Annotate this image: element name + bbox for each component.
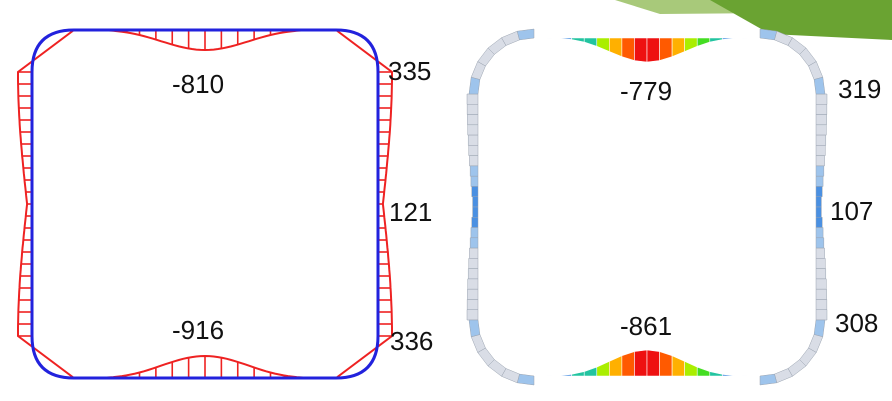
decorative-ribbon — [615, 0, 892, 40]
right-band-segment — [684, 37, 698, 52]
right-corner-segment — [759, 28, 778, 41]
right-top-corner-value: 319 — [838, 74, 881, 104]
right-band-segment — [815, 217, 823, 228]
right-band-segment — [696, 366, 711, 377]
right-band-segment — [815, 114, 827, 126]
right-corner-segment — [516, 28, 535, 41]
right-mid-side-value: 107 — [830, 196, 873, 226]
right-band-segment — [709, 371, 723, 377]
right-band-segment — [815, 165, 825, 177]
right-band-segment — [646, 37, 660, 63]
right-band-segment — [468, 258, 479, 269]
right-band-segment — [815, 175, 824, 187]
right-band-segment — [469, 247, 479, 259]
right-band-segment — [646, 349, 660, 377]
right-band-segment — [472, 206, 479, 218]
right-band-segment — [471, 217, 479, 228]
right-band-segment — [596, 360, 610, 377]
right-band-segment — [609, 37, 623, 58]
right-band-segment — [470, 175, 479, 187]
right-band-segment — [596, 37, 610, 52]
left-moment-hatching — [18, 30, 392, 378]
right-band-segment — [583, 37, 598, 47]
right-band-segment — [815, 186, 823, 197]
right-band-segment — [815, 258, 826, 269]
right-band-segment — [467, 268, 479, 280]
right-band-segment — [815, 299, 828, 310]
right-moment-diagram: -779 319 107 -861 308 — [466, 28, 881, 386]
right-band-segment — [469, 237, 479, 249]
right-band-segment — [467, 288, 479, 300]
right-band-segment — [815, 288, 827, 300]
right-band-segment — [571, 37, 585, 43]
right-contour-band — [466, 28, 828, 386]
right-band-segment — [671, 37, 685, 58]
right-band-segment — [467, 278, 479, 290]
right-band-segment — [815, 237, 825, 249]
right-band-segment — [469, 155, 479, 167]
left-top-corner-value: 335 — [388, 56, 431, 86]
right-band-segment — [466, 93, 479, 105]
right-band-segment — [634, 349, 648, 377]
right-bottom-center-value: -861 — [620, 311, 672, 341]
left-top-center-value: -810 — [172, 69, 224, 99]
left-bottom-center-value: -916 — [172, 315, 224, 345]
right-corner-segment — [759, 373, 778, 386]
ribbon-green-band — [710, 0, 892, 40]
right-band-segment — [466, 299, 479, 310]
right-corner-segment — [468, 319, 481, 338]
right-band-segment — [466, 309, 479, 321]
right-band-segment — [684, 360, 698, 377]
right-band-segment — [815, 93, 828, 105]
right-band-segment — [621, 37, 635, 61]
right-band-segment — [468, 145, 479, 156]
right-band-segment — [583, 366, 598, 377]
right-band-segment — [621, 351, 635, 377]
right-band-segment — [815, 134, 827, 146]
right-band-segment — [815, 124, 827, 136]
right-band-segment — [659, 37, 673, 61]
right-corner-segment — [813, 76, 826, 95]
right-band-segment — [634, 37, 648, 63]
right-band-segment — [659, 351, 673, 377]
right-bottom-corner-value: 308 — [835, 308, 878, 338]
right-band-segment — [815, 278, 827, 290]
right-corner-segment — [468, 76, 481, 95]
left-bottom-corner-value: 336 — [390, 326, 433, 356]
right-band-segment — [671, 355, 685, 377]
right-band-segment — [571, 371, 585, 377]
right-band-segment — [558, 37, 572, 40]
right-band-segment — [471, 186, 479, 197]
right-band-segment — [815, 227, 824, 239]
right-band-segment — [469, 165, 479, 177]
right-band-segment — [722, 374, 736, 377]
right-band-segment — [815, 145, 826, 156]
right-band-segment — [467, 124, 479, 136]
right-band-segment — [815, 247, 825, 259]
right-band-segment — [815, 309, 828, 321]
left-mid-side-value: 121 — [389, 197, 432, 227]
right-band-segment — [815, 206, 822, 218]
right-top-center-value: -779 — [620, 76, 672, 106]
left-frame-outline — [30, 28, 380, 380]
right-band-segment — [470, 227, 479, 239]
right-band-segment — [696, 37, 711, 47]
right-band-segment — [558, 374, 572, 377]
right-band-segment — [815, 104, 828, 115]
right-band-segment — [709, 37, 723, 43]
right-corner-segment — [813, 319, 826, 338]
right-band-segment — [815, 155, 825, 167]
right-band-segment — [466, 104, 479, 115]
left-moment-diagram: -810 335 121 -916 336 — [17, 28, 433, 380]
right-band-segment — [467, 134, 479, 146]
right-band-segment — [815, 268, 827, 280]
right-corner-segment — [516, 373, 535, 386]
right-band-segment — [609, 355, 623, 377]
right-band-segment — [472, 196, 479, 208]
right-band-segment — [722, 37, 736, 40]
right-band-segment — [815, 196, 822, 208]
right-band-segment — [467, 114, 479, 126]
